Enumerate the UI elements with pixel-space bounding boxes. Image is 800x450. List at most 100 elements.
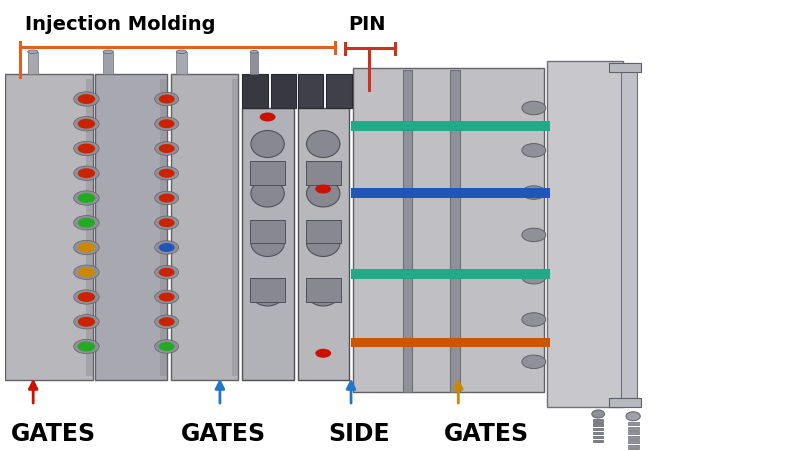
Ellipse shape xyxy=(626,412,640,421)
Circle shape xyxy=(315,349,331,358)
Circle shape xyxy=(74,166,99,180)
Bar xyxy=(594,440,603,442)
Bar xyxy=(176,52,186,74)
Circle shape xyxy=(78,94,95,104)
Bar xyxy=(28,52,38,74)
Bar xyxy=(402,70,412,392)
Bar xyxy=(594,428,603,430)
Bar xyxy=(242,108,294,380)
Bar xyxy=(270,74,296,108)
Circle shape xyxy=(154,241,178,254)
Circle shape xyxy=(154,92,178,106)
Circle shape xyxy=(78,342,95,351)
Bar xyxy=(242,74,267,108)
Circle shape xyxy=(522,228,546,242)
Circle shape xyxy=(78,218,95,228)
Circle shape xyxy=(158,144,174,153)
Circle shape xyxy=(158,169,174,178)
Text: Injection Molding: Injection Molding xyxy=(26,15,216,34)
Bar xyxy=(627,427,638,430)
Bar xyxy=(326,74,352,108)
Bar xyxy=(250,278,285,302)
Circle shape xyxy=(78,292,95,302)
Circle shape xyxy=(154,142,178,155)
Circle shape xyxy=(158,243,174,252)
Text: SIDE: SIDE xyxy=(328,422,390,446)
Ellipse shape xyxy=(306,230,340,256)
Bar xyxy=(351,338,550,347)
Bar xyxy=(627,431,638,434)
Bar xyxy=(627,436,638,439)
Bar xyxy=(594,423,603,426)
Ellipse shape xyxy=(592,410,605,418)
Circle shape xyxy=(522,144,546,157)
Circle shape xyxy=(154,191,178,205)
Bar xyxy=(170,74,238,380)
Bar xyxy=(610,398,641,407)
Text: PIN: PIN xyxy=(348,15,386,34)
Circle shape xyxy=(78,144,95,153)
Circle shape xyxy=(74,265,99,279)
Circle shape xyxy=(158,119,174,128)
Ellipse shape xyxy=(103,50,114,54)
Circle shape xyxy=(158,194,174,202)
Bar xyxy=(594,436,603,438)
Bar xyxy=(306,161,341,184)
Bar xyxy=(627,449,638,450)
Bar xyxy=(627,445,638,448)
Ellipse shape xyxy=(176,50,186,54)
Bar xyxy=(351,121,550,130)
Ellipse shape xyxy=(28,50,38,54)
Bar xyxy=(250,161,285,184)
Circle shape xyxy=(74,216,99,230)
Circle shape xyxy=(154,266,178,279)
Bar xyxy=(627,422,638,425)
Circle shape xyxy=(522,270,546,284)
Circle shape xyxy=(315,184,331,194)
Circle shape xyxy=(78,119,95,129)
Bar xyxy=(306,220,341,243)
Circle shape xyxy=(74,290,99,304)
Circle shape xyxy=(78,317,95,327)
Ellipse shape xyxy=(251,279,284,306)
Circle shape xyxy=(522,355,546,369)
Circle shape xyxy=(78,243,95,252)
Bar xyxy=(594,432,603,434)
Circle shape xyxy=(158,342,174,351)
Ellipse shape xyxy=(306,180,340,207)
Circle shape xyxy=(158,268,174,277)
Bar xyxy=(351,188,550,198)
Text: GATES: GATES xyxy=(443,422,529,446)
Bar xyxy=(306,278,341,302)
Bar xyxy=(232,79,238,376)
Bar xyxy=(250,220,285,243)
Circle shape xyxy=(78,267,95,277)
Text: GATES: GATES xyxy=(10,422,96,446)
Circle shape xyxy=(74,191,99,205)
Circle shape xyxy=(158,218,174,227)
Bar xyxy=(298,108,350,380)
Circle shape xyxy=(154,315,178,328)
Bar xyxy=(6,74,93,380)
Ellipse shape xyxy=(251,130,284,158)
Circle shape xyxy=(74,141,99,156)
Circle shape xyxy=(74,240,99,255)
Ellipse shape xyxy=(251,180,284,207)
Ellipse shape xyxy=(306,130,340,158)
Circle shape xyxy=(154,290,178,304)
Bar xyxy=(351,269,550,279)
Circle shape xyxy=(522,101,546,115)
Bar xyxy=(250,52,258,74)
Bar xyxy=(298,74,323,108)
Bar xyxy=(450,70,460,392)
Circle shape xyxy=(522,313,546,326)
Ellipse shape xyxy=(306,279,340,306)
Circle shape xyxy=(158,94,174,104)
Circle shape xyxy=(154,166,178,180)
Circle shape xyxy=(74,315,99,329)
Circle shape xyxy=(158,317,174,326)
Bar xyxy=(354,68,544,392)
Bar xyxy=(622,63,637,398)
Bar xyxy=(103,52,114,74)
Circle shape xyxy=(74,117,99,131)
